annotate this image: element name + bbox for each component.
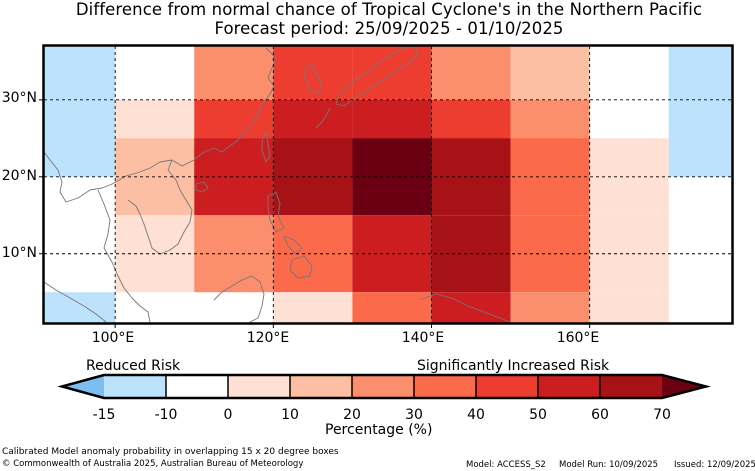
colorbar-under-arrow — [62, 375, 104, 398]
coastline-sumatra — [43, 281, 107, 323]
coastline-ryukyu — [315, 107, 331, 129]
colorbar-tick: -10 — [154, 407, 178, 423]
footer-description: Calibrated Model anomaly probability in … — [2, 447, 339, 457]
colorbar — [57, 373, 711, 400]
coastline-hainan — [195, 181, 209, 193]
colorbar-tick: 50 — [529, 407, 547, 423]
anomaly-cell — [431, 46, 511, 100]
x-tick-label: 120°E — [246, 330, 290, 346]
footer-model-run: Model Run: 10/09/2025 — [559, 460, 659, 470]
colorbar-tick: 10 — [281, 407, 299, 423]
colorbar-segment — [352, 375, 414, 398]
colorbar-segment — [104, 375, 166, 398]
colorbar-tick: 0 — [223, 407, 233, 423]
anomaly-cell — [194, 46, 274, 100]
reduced-risk-label: Reduced Risk — [86, 358, 181, 374]
colorbar-segment — [414, 375, 476, 398]
chart-title: Difference from normal chance of Tropica… — [75, 0, 703, 19]
coastline-taiwan — [261, 131, 271, 163]
coastline-mindanao — [289, 255, 313, 279]
x-axis-ticks — [114, 323, 591, 328]
coastline-luzon — [267, 191, 285, 233]
anomaly-cell — [44, 46, 116, 100]
coastline-japan — [335, 45, 419, 107]
colorbar-tick: 20 — [343, 407, 361, 423]
footer-issued: Issued: 12/09/2025 — [674, 460, 755, 470]
y-tick-label: 10°N — [1, 245, 37, 261]
footer-copyright: © Commonwealth of Australia 2025, Austra… — [2, 459, 304, 469]
colorbar-segment — [228, 375, 290, 398]
colorbar-segment — [166, 375, 228, 398]
colorbar-tick: 40 — [467, 407, 485, 423]
colorbar-segment — [538, 375, 600, 398]
anomaly-cell — [44, 292, 116, 323]
anomaly-cell — [589, 292, 669, 323]
coastline-china — [43, 47, 277, 203]
anomaly-cell — [44, 99, 116, 177]
colorbar-tick: 30 — [405, 407, 423, 423]
colorbar-title: Percentage (%) — [325, 422, 433, 438]
colorbar-outline — [57, 373, 711, 400]
footer-model: Model: ACCESS_S2 — [466, 460, 546, 470]
forecast-period: Forecast period: 25/09/2025 - 01/10/2025 — [214, 19, 564, 38]
coastline-korea — [303, 63, 323, 95]
anomaly-cell — [668, 46, 732, 100]
anomaly-cell — [273, 46, 353, 100]
y-tick-label: 30°N — [1, 90, 37, 106]
anomaly-cell — [510, 46, 590, 100]
colorbar-tick: 70 — [653, 407, 671, 423]
coastline-vietnam — [127, 159, 193, 255]
anomaly-cell — [668, 99, 732, 177]
x-tick-label: 160°E — [556, 330, 600, 346]
colorbar-tick: -15 — [92, 407, 116, 423]
x-tick-label: 100°E — [91, 330, 135, 346]
increased-risk-label: Significantly Increased Risk — [417, 358, 610, 374]
colorbar-segment — [476, 375, 538, 398]
colorbar-over-arrow — [662, 375, 706, 398]
coastline-borneo — [213, 275, 265, 323]
colorbar-segment — [600, 375, 662, 398]
anomaly-cell — [273, 292, 353, 323]
coastline-new-guinea — [419, 293, 511, 323]
x-tick-label: 140°E — [401, 330, 445, 346]
anomaly-cells — [44, 46, 732, 323]
y-axis-ticks — [39, 99, 44, 255]
anomaly-cell — [352, 292, 432, 323]
y-tick-label: 20°N — [1, 168, 37, 184]
map-frame — [42, 44, 734, 325]
anomaly-cell — [510, 292, 590, 323]
graticule — [44, 46, 732, 323]
coastline-visayas — [283, 235, 303, 255]
colorbar-segment — [290, 375, 352, 398]
colorbar-tick: 60 — [591, 407, 609, 423]
